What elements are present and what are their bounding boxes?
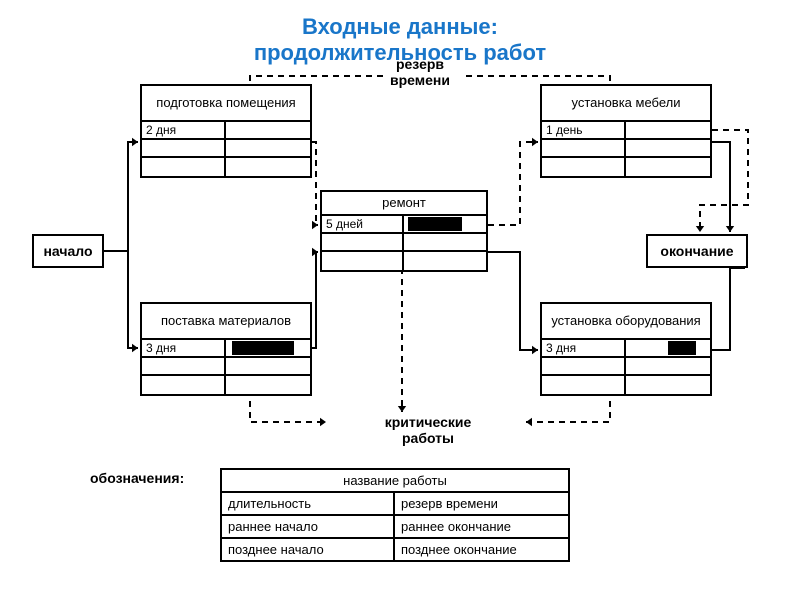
node-row (542, 158, 710, 176)
node-cell (142, 376, 226, 394)
legend-cell: раннее начало (222, 516, 395, 537)
node-cell (226, 358, 310, 374)
node-cell (226, 158, 310, 176)
start-node: начало (32, 234, 104, 268)
end-label: окончание (660, 243, 733, 259)
node-row (322, 234, 486, 252)
legend-cell: раннее окончание (395, 516, 568, 537)
node-cell (626, 376, 710, 394)
node-cell: 5 дней (322, 216, 404, 232)
node-furniture: установка мебели1 день (540, 84, 712, 178)
node-cell (404, 252, 486, 270)
node-cell (404, 216, 486, 232)
node-cell (226, 140, 310, 156)
node-cell (322, 234, 404, 250)
node-cell (542, 376, 626, 394)
node-row (542, 376, 710, 394)
node-repair: ремонт5 дней (320, 190, 488, 272)
node-cell (226, 122, 310, 138)
node-row: 2 дня (142, 122, 310, 140)
start-label: начало (43, 243, 92, 259)
node-title: поставка материалов (142, 304, 310, 340)
node-supply: поставка материалов3 дня (140, 302, 312, 396)
node-cell (542, 358, 626, 374)
node-title: установка оборудования (542, 304, 710, 340)
legend-row: позднее началопозднее окончание (222, 539, 568, 560)
node-row: 5 дней (322, 216, 486, 234)
reserve-fill (408, 217, 462, 231)
node-cell (626, 122, 710, 138)
node-row (142, 158, 310, 176)
legend-row: раннее началораннее окончание (222, 516, 568, 539)
node-cell (542, 158, 626, 176)
node-cell (626, 158, 710, 176)
node-row: 1 день (542, 122, 710, 140)
node-cell (142, 140, 226, 156)
node-cell: 1 день (542, 122, 626, 138)
reserve-fill (668, 341, 696, 355)
node-cell (626, 340, 710, 356)
node-cell (626, 140, 710, 156)
node-equipment: установка оборудования3 дня (540, 302, 712, 396)
title-line-1: Входные данные: (302, 14, 498, 39)
node-title: ремонт (322, 192, 486, 216)
legend-header: название работы (222, 470, 568, 493)
node-cell (626, 358, 710, 374)
reserve-fill (232, 341, 294, 355)
node-row (142, 140, 310, 158)
legend-cell: длительность (222, 493, 395, 514)
node-cell (226, 376, 310, 394)
critical-label: критическиеработы (328, 414, 528, 446)
node-title: подготовка помещения (142, 86, 310, 122)
node-cell (142, 158, 226, 176)
node-cell: 3 дня (142, 340, 226, 356)
diagram-canvas: Входные данные: продолжительность работ … (0, 0, 800, 600)
legend-row: длительностьрезерв времени (222, 493, 568, 516)
legend-table: название работыдлительностьрезерв времен… (220, 468, 570, 562)
node-prep: подготовка помещения2 дня (140, 84, 312, 178)
node-row (322, 252, 486, 270)
legend-cell: резерв времени (395, 493, 568, 514)
node-cell (404, 234, 486, 250)
reserve-label: резерввремени (390, 56, 450, 88)
node-cell (142, 358, 226, 374)
node-cell: 3 дня (542, 340, 626, 356)
node-title: установка мебели (542, 86, 710, 122)
node-row: 3 дня (542, 340, 710, 358)
node-row (142, 376, 310, 394)
node-cell: 2 дня (142, 122, 226, 138)
node-cell (542, 140, 626, 156)
node-row (142, 358, 310, 376)
legend-cell: позднее начало (222, 539, 395, 560)
legend-cell: позднее окончание (395, 539, 568, 560)
node-row: 3 дня (142, 340, 310, 358)
node-row (542, 140, 710, 158)
legend-title: обозначения: (90, 470, 184, 486)
end-node: окончание (646, 234, 748, 268)
node-row (542, 358, 710, 376)
node-cell (322, 252, 404, 270)
node-cell (226, 340, 310, 356)
